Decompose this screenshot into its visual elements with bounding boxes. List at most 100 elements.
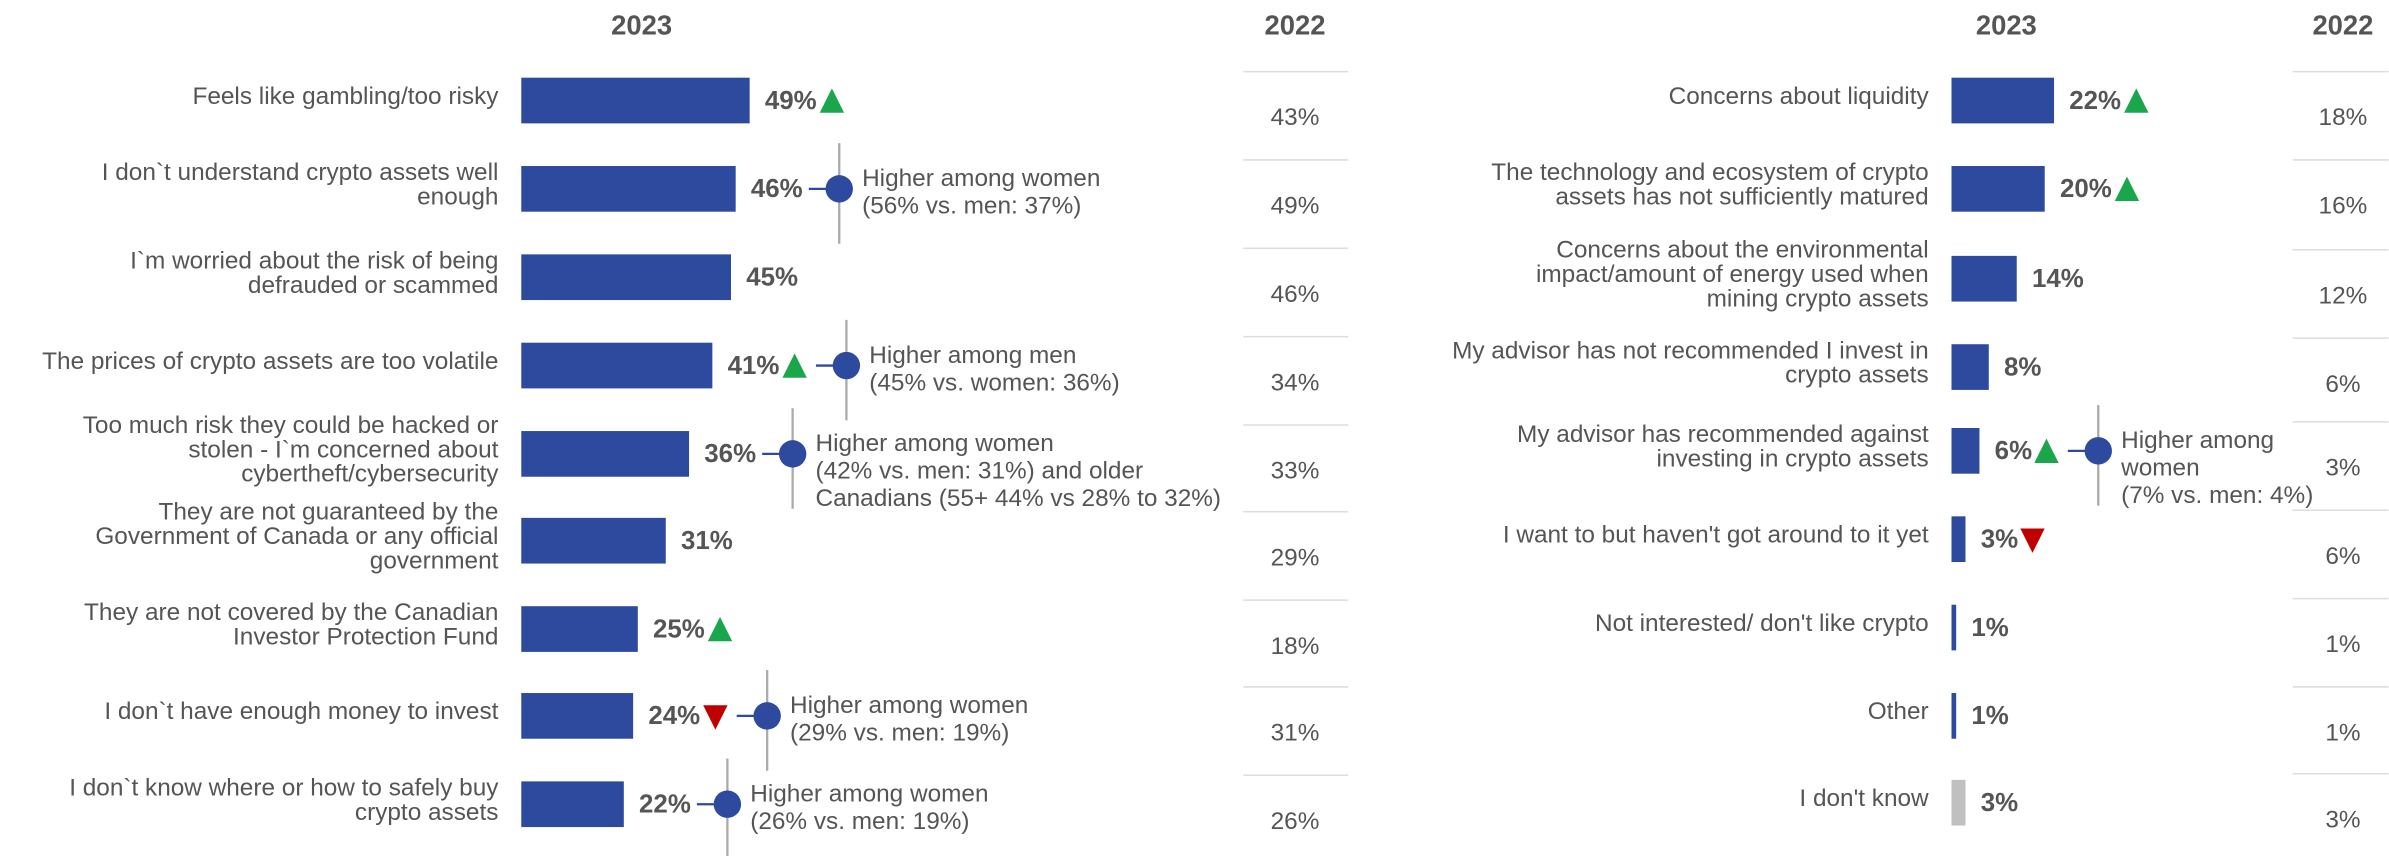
category-label: cybertheft/cybersecurity (241, 461, 499, 488)
category-label: defrauded or scammed (248, 272, 499, 299)
value-label: 8% (2004, 353, 2041, 381)
bar (1951, 516, 1966, 563)
category-label: I don't know (1799, 785, 1929, 812)
category-label: Government of Canada or any official (95, 523, 498, 550)
category-label: I don`t know where or how to safely buy (69, 774, 499, 801)
category-label: government (370, 547, 499, 574)
value-label: 6% (1995, 437, 2032, 465)
previous-value: 1% (2325, 631, 2360, 658)
annotation-text: Higher among women (750, 781, 988, 808)
category-label: investing in crypto assets (1657, 445, 1929, 472)
previous-value: 43% (1271, 104, 1320, 131)
previous-value: 18% (1271, 633, 1320, 660)
previous-value: 3% (2325, 455, 2360, 482)
annotation-text: Higher among women (862, 165, 1100, 192)
annotation-dot (832, 351, 861, 380)
previous-value: 12% (2319, 282, 2368, 309)
category-label: They are not guaranteed by the (159, 499, 499, 526)
annotation-text: Higher among women (790, 692, 1028, 719)
annotation-text: Higher among men (869, 342, 1076, 369)
value-label: 14% (2032, 265, 2084, 293)
value-label: 24% (648, 702, 700, 730)
category-label: I`m worried about the risk of being (130, 247, 498, 274)
value-label: 3% (1981, 789, 2018, 817)
bar (521, 77, 750, 124)
annotation-text: Canadians (55+ 44% vs 28% to 32%) (815, 485, 1221, 512)
bar (1951, 693, 1957, 739)
bar (521, 693, 634, 739)
bar (521, 342, 713, 389)
bar (1951, 77, 2055, 124)
change-up (2114, 176, 2140, 202)
value-label: 22% (639, 791, 691, 819)
bar (521, 254, 732, 301)
previous-value: 6% (2325, 543, 2360, 570)
category-label: stolen - I`m concerned about (188, 436, 498, 463)
previous-value: 16% (2319, 193, 2368, 220)
annotation-dot (825, 175, 853, 203)
previous-value: 26% (1271, 808, 1320, 835)
bar (1951, 604, 1957, 651)
category-label: They are not covered by the Canadian (84, 599, 498, 626)
value-label: 36% (704, 440, 756, 468)
category-label: The technology and ecosystem of crypto (1491, 159, 1928, 186)
category-label: mining crypto assets (1707, 285, 1929, 312)
bar (521, 517, 666, 564)
value-label: 3% (1981, 526, 2018, 554)
bar (1951, 166, 2045, 212)
annotation-text: Higher among women (815, 430, 1053, 457)
category-label: Not interested/ don't like crypto (1595, 610, 1929, 637)
change-up (782, 353, 807, 378)
category-label: Feels like gambling/too risky (192, 83, 499, 110)
category-label: I want to but haven't got around to it y… (1503, 522, 1929, 549)
category-label: Concerns about liquidity (1669, 83, 1930, 110)
column-header: 2022 (1265, 10, 1326, 41)
category-label: enough (417, 183, 498, 210)
column-header: 2022 (2312, 10, 2373, 41)
bar (521, 166, 736, 212)
column-header: 2023 (1976, 10, 2037, 41)
value-label: 49% (765, 87, 817, 115)
previous-value: 1% (2325, 720, 2360, 747)
previous-value: 46% (1271, 281, 1320, 308)
bar (1951, 428, 1980, 474)
bar (1951, 779, 1966, 826)
bar (1951, 255, 2017, 302)
previous-value: 29% (1271, 544, 1320, 571)
previous-value: 3% (2325, 806, 2360, 833)
change-down (2020, 528, 2045, 553)
previous-value: 6% (2325, 371, 2360, 398)
category-label: impact/amount of energy used when (1536, 261, 1929, 288)
column-header: 2023 (611, 10, 672, 41)
value-label: 1% (1971, 614, 2008, 642)
value-label: 41% (728, 352, 780, 380)
change-down (703, 705, 728, 730)
category-label: My advisor has not recommended I invest … (1452, 337, 1929, 364)
annotation-text: (29% vs. men: 19%) (790, 720, 1009, 747)
annotation-dot (713, 790, 742, 818)
change-up (2034, 438, 2059, 464)
annotation-text: (45% vs. women: 36%) (869, 369, 1119, 396)
category-label: My advisor has recommended against (1517, 421, 1929, 448)
category-label: I don`t understand crypto assets well (102, 159, 499, 186)
previous-value: 18% (2319, 104, 2368, 131)
previous-value: 49% (1271, 193, 1320, 220)
bar (521, 431, 690, 477)
annotation-text: (7% vs. men: 4%) (2121, 482, 2313, 509)
category-label: Concerns about the environmental (1556, 237, 1928, 264)
bar (521, 781, 624, 828)
value-label: 22% (2069, 87, 2121, 115)
previous-value: 33% (1271, 458, 1320, 485)
category-label: assets has not sufficiently matured (1555, 183, 1928, 210)
category-label: I don`t have enough money to invest (104, 698, 498, 725)
category-label: Too much risk they could be hacked or (83, 412, 499, 439)
annotation-dot (753, 702, 781, 730)
bar (521, 606, 638, 652)
value-label: 45% (746, 264, 798, 292)
category-label: Other (1868, 698, 1929, 725)
bar (1951, 344, 1989, 390)
annotation-text: (56% vs. men: 37%) (862, 193, 1081, 220)
category-label: The prices of crypto assets are too vola… (42, 348, 498, 375)
